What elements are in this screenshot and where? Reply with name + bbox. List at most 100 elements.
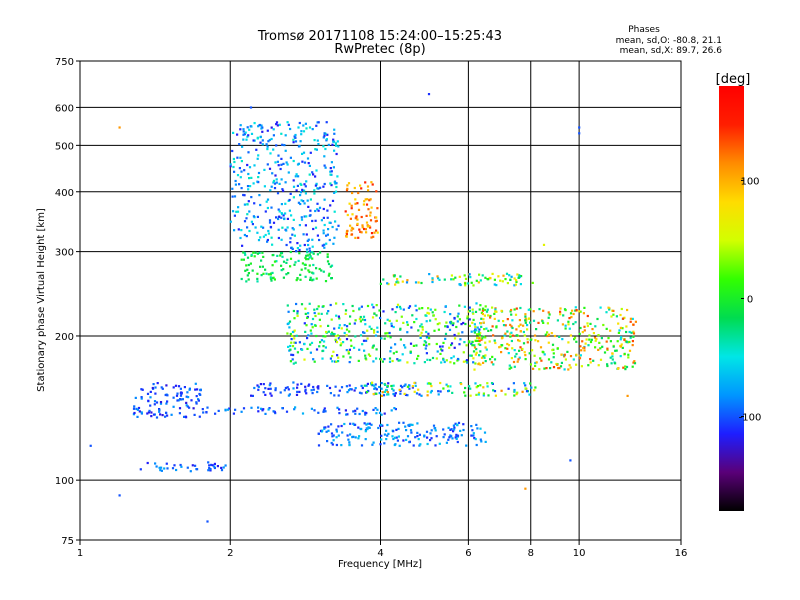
data-point [450, 428, 453, 431]
data-point [365, 231, 368, 234]
chart-title: Tromsø 20171108 15:24:00–15:25:43 [257, 29, 502, 44]
data-point [358, 435, 361, 438]
data-point [609, 356, 612, 359]
data-point [416, 357, 419, 360]
data-point [315, 267, 318, 270]
x-tick-label: 8 [528, 548, 534, 559]
data-point [295, 393, 299, 396]
data-point [367, 208, 370, 211]
data-point [326, 260, 330, 263]
data-point [178, 412, 181, 415]
data-point [546, 334, 549, 338]
data-point [417, 329, 420, 332]
data-point [277, 236, 280, 240]
data-point [370, 327, 373, 330]
data-point [464, 394, 467, 397]
data-point [427, 307, 430, 310]
data-point [234, 183, 237, 186]
data-point [236, 156, 239, 159]
data-point [386, 393, 389, 396]
data-point [335, 436, 338, 439]
data-point [305, 215, 308, 218]
data-point [269, 225, 272, 229]
data-point [331, 435, 334, 438]
data-point [418, 393, 421, 396]
data-point [519, 323, 522, 326]
data-point [275, 216, 278, 219]
data-point [474, 325, 477, 328]
data-point [533, 334, 537, 337]
data-point [388, 357, 392, 360]
data-point [289, 237, 292, 240]
data-point [264, 387, 267, 390]
data-point [376, 408, 379, 411]
data-point [252, 182, 255, 185]
data-point [506, 318, 509, 321]
data-point [313, 189, 316, 192]
data-point [520, 275, 523, 278]
data-point [387, 382, 390, 385]
data-point [250, 132, 254, 135]
data-point [450, 342, 454, 345]
data-point [302, 151, 306, 154]
data-point [380, 423, 383, 426]
x-tick-label: 10 [573, 548, 586, 559]
data-point [253, 255, 256, 258]
data-point [379, 443, 382, 446]
data-point [379, 357, 382, 361]
data-point [519, 306, 522, 310]
data-point [402, 321, 405, 324]
data-point [266, 148, 269, 151]
x-tick-label: 6 [465, 548, 471, 559]
data-point [331, 143, 334, 146]
data-point [353, 186, 356, 190]
data-point [311, 128, 314, 131]
data-point [243, 220, 247, 223]
data-point [278, 215, 281, 218]
data-point [569, 334, 572, 337]
data-point [271, 172, 274, 175]
data-point [323, 407, 326, 410]
data-point [470, 354, 473, 357]
data-point [251, 223, 254, 226]
data-point [418, 433, 421, 436]
data-point [332, 242, 335, 245]
data-point [381, 360, 384, 363]
data-point [571, 309, 574, 312]
data-point [605, 327, 608, 330]
data-point [292, 141, 295, 144]
data-point [329, 204, 332, 207]
data-point [319, 186, 322, 189]
data-point [279, 167, 282, 171]
data-point [513, 365, 516, 368]
data-point [435, 435, 438, 438]
data-point [300, 382, 303, 385]
data-point [329, 303, 332, 307]
data-point [307, 243, 310, 247]
data-point [325, 330, 328, 334]
data-point [335, 152, 338, 156]
data-point [629, 317, 632, 320]
data-point [302, 233, 305, 236]
data-point [307, 269, 310, 272]
data-point [569, 355, 573, 358]
data-point [524, 315, 527, 318]
data-point [263, 168, 266, 171]
data-point [231, 195, 234, 198]
data-point [360, 384, 363, 387]
data-point [615, 315, 618, 318]
data-point [375, 392, 378, 395]
data-point [406, 394, 409, 397]
data-point [619, 326, 622, 329]
data-point [236, 210, 240, 213]
data-point [334, 220, 337, 223]
data-point [237, 206, 240, 209]
data-point [206, 406, 209, 409]
data-point [285, 273, 288, 276]
data-point [488, 340, 491, 343]
data-point [403, 392, 406, 395]
data-point [329, 167, 332, 170]
data-point [307, 312, 310, 315]
data-point [560, 353, 563, 356]
